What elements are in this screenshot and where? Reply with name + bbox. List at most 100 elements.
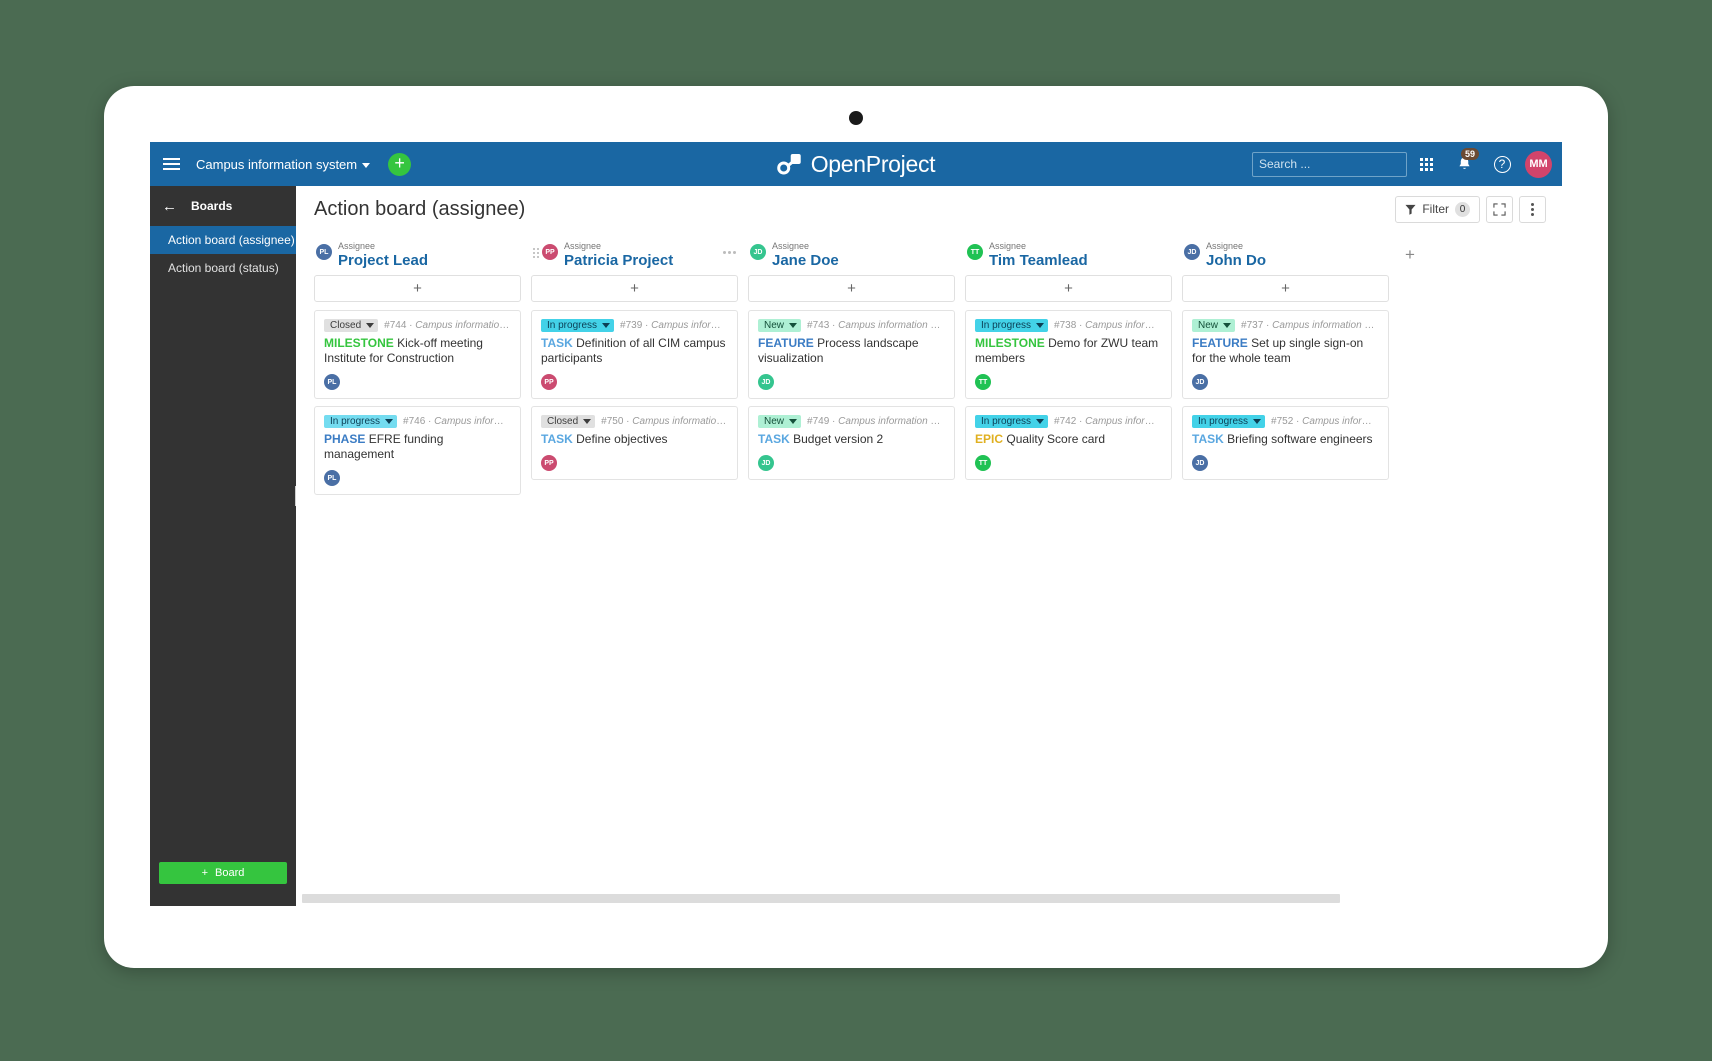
search-box[interactable] [1252,151,1414,177]
sidebar-item-label: Action board (assignee) [168,233,295,247]
more-options-button[interactable] [1519,195,1546,223]
work-package-card[interactable]: In progress #738 · Campus informati... M… [965,310,1172,399]
card-type-label: TASK [1192,432,1224,446]
work-package-card[interactable]: New #737 · Campus information syst... FE… [1182,310,1389,399]
card-assignee-avatar[interactable]: JD [1192,455,1208,471]
card-assignee-avatar[interactable]: PL [324,470,340,486]
status-badge[interactable]: New [758,319,802,332]
card-assignee-avatar[interactable]: TT [975,374,991,390]
arrow-left-icon[interactable]: ← [162,197,177,215]
card-type-label: EPIC [975,432,1004,446]
card-assignee-avatar[interactable]: JD [758,374,774,390]
column-assignee-avatar[interactable]: TT [967,244,983,260]
work-package-card[interactable]: New #743 · Campus information syst... FE… [748,310,955,399]
add-new-button[interactable]: + [388,152,412,176]
work-package-card[interactable]: Closed #750 · Campus information s... TA… [531,406,738,480]
work-package-card[interactable]: In progress #742 · Campus informati... E… [965,406,1172,480]
card-assignee-avatar[interactable]: JD [758,455,774,471]
column-attribute-label: Assignee [772,241,810,251]
modules-grid-button[interactable] [1407,142,1445,186]
card-assignee-avatar[interactable]: PP [541,455,557,471]
status-label: Closed [330,320,362,331]
work-package-card[interactable]: In progress #746 · Campus informati... P… [314,406,521,495]
status-badge[interactable]: In progress [1192,415,1266,428]
card-assignee-avatar[interactable]: PP [541,374,557,390]
sidebar-header: ← Boards [150,186,296,226]
column-attribute-label: Assignee [989,241,1027,251]
add-card-button[interactable]: + [531,275,738,302]
add-card-button[interactable]: + [965,275,1172,302]
column-title[interactable]: Jane Doe [772,252,839,269]
sidebar-item-action-board-assignee[interactable]: Action board (assignee) [150,226,296,254]
hamburger-icon[interactable] [150,142,192,186]
add-card-button[interactable]: + [1182,275,1389,302]
filter-label: Filter [1422,202,1449,216]
work-package-card[interactable]: In progress #739 · Campus informati... T… [531,310,738,399]
column-header: TT Assignee Tim Teamlead [965,238,1172,275]
user-avatar[interactable]: MM [1525,150,1552,178]
fullscreen-button[interactable] [1486,195,1513,223]
column-header: PP Assignee Patricia Project [531,238,738,275]
card-id-number: #744 [384,320,407,331]
status-badge[interactable]: In progress [975,415,1049,428]
filter-button[interactable]: Filter 0 [1395,195,1480,223]
column-drag-handle[interactable] [533,248,540,258]
status-badge[interactable]: New [1192,319,1236,332]
status-badge[interactable]: Closed [324,319,379,332]
status-badge[interactable]: In progress [541,319,615,332]
card-assignee-avatar[interactable]: PL [324,374,340,390]
content-toolbar: Filter 0 [1395,195,1546,223]
card-subject: EFRE funding management [324,432,444,461]
chevron-down-icon [789,419,798,424]
card-identifier: #738 · Campus informati... [1054,320,1162,331]
card-meta: New #743 · Campus information syst... [758,319,945,332]
search-input[interactable] [1259,157,1414,171]
card-id-number: #742 [1054,416,1077,427]
column-title[interactable]: Tim Teamlead [989,252,1088,269]
top-header-bar: Campus information system + OpenProject [150,142,1562,186]
work-package-card[interactable]: In progress #752 · Campus informati... T… [1182,406,1389,480]
card-type-label: MILESTONE [324,336,394,350]
card-title: TASK Define objectives [541,432,728,447]
status-badge[interactable]: In progress [324,415,398,428]
card-project-name: Campus informati... [434,416,511,427]
column-title[interactable]: John Do [1206,252,1266,269]
status-badge[interactable]: In progress [975,319,1049,332]
notifications-button[interactable]: 59 [1445,142,1483,186]
card-identifier: #746 · Campus informati... [403,416,511,427]
column-title[interactable]: Patricia Project [564,252,674,269]
column-attribute-label: Assignee [338,241,376,251]
project-name-label: Campus information system [196,156,358,172]
column-assignee-avatar[interactable]: PL [316,244,332,260]
card-meta: New #749 · Campus information syst... [758,415,945,428]
work-package-card[interactable]: New #749 · Campus information syst... TA… [748,406,955,480]
add-column-button[interactable]: + [1405,245,1415,264]
card-assignee-avatar[interactable]: JD [1192,374,1208,390]
scrollbar-thumb[interactable] [302,894,1340,903]
status-label: In progress [981,320,1032,331]
column-menu-icon[interactable] [723,241,736,254]
help-button[interactable]: ? [1483,142,1521,186]
work-package-card[interactable]: Closed #744 · Campus information s... MI… [314,310,521,399]
add-board-button[interactable]: + Board [159,862,287,884]
status-badge[interactable]: Closed [541,415,596,428]
column-title[interactable]: Project Lead [338,252,429,269]
card-subject: Set up single sign-on for the whole team [1192,336,1364,365]
card-meta: In progress #738 · Campus informati... [975,319,1162,332]
sidebar-item-action-board-status[interactable]: Action board (status) [150,254,296,282]
card-meta: In progress #742 · Campus informati... [975,415,1162,428]
project-selector[interactable]: Campus information system [196,156,371,172]
card-meta: Closed #750 · Campus information s... [541,415,728,428]
add-card-button[interactable]: + [748,275,955,302]
card-title: TASK Briefing software engineers [1192,432,1379,447]
status-badge[interactable]: New [758,415,802,428]
column-assignee-avatar[interactable]: JD [1184,244,1200,260]
horizontal-scrollbar[interactable] [296,890,1562,906]
column-header-text: Assignee Patricia Project [564,241,673,269]
column-assignee-avatar[interactable]: JD [750,244,766,260]
camera-dot [849,111,863,125]
column-assignee-avatar[interactable]: PP [542,244,558,260]
card-title: TASK Definition of all CIM campus partic… [541,336,728,366]
card-assignee-avatar[interactable]: TT [975,455,991,471]
add-card-button[interactable]: + [314,275,521,302]
